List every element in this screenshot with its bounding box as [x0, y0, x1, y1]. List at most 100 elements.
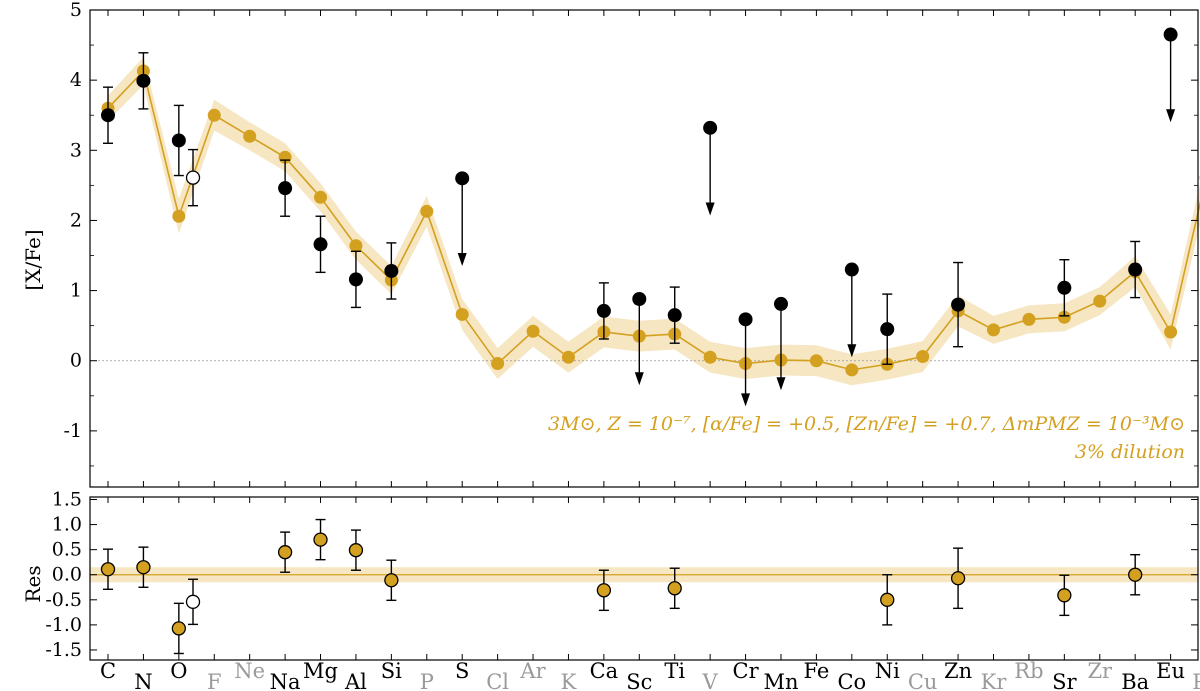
- element-label-ni: Ni: [875, 659, 900, 683]
- top-ytick-label-1: 1: [70, 280, 82, 302]
- model-point-ar: [526, 324, 540, 338]
- upper-limit-eu-point: [1163, 27, 1178, 42]
- residual-ba-point: [1128, 567, 1143, 582]
- model-point-zr: [1093, 294, 1107, 308]
- element-label-cu: Cu: [908, 670, 938, 691]
- bottom-ytick-label-0.0: 0.0: [52, 564, 82, 586]
- observed-n-point: [136, 73, 151, 88]
- residual-si-point: [384, 573, 399, 588]
- model-point-fe: [809, 354, 823, 368]
- model-point-co: [845, 363, 859, 377]
- bottom-ytick-label-1.0: 1.0: [52, 514, 82, 536]
- observed-ba-point: [1128, 262, 1143, 277]
- upper-limit-s-arrow-head: [457, 253, 467, 267]
- residual-al-point: [348, 543, 364, 558]
- element-label-rb: Rb: [1014, 659, 1043, 683]
- observed-ti-point: [667, 308, 682, 323]
- top-observations-group: [101, 27, 1178, 407]
- upper-limit-sc-point: [632, 292, 647, 307]
- element-label-ar: Ar: [519, 659, 546, 683]
- element-label-sr: Sr: [1052, 670, 1077, 691]
- upper-limit-cr-point: [738, 312, 753, 327]
- element-label-ti: Ti: [664, 659, 685, 683]
- top-ytick-label-4: 4: [70, 69, 82, 91]
- residual-o-point: [171, 621, 186, 636]
- model-point-rb: [1022, 312, 1036, 326]
- model-point-eu: [1164, 325, 1178, 339]
- residual-mg-point: [313, 532, 328, 547]
- upper-limit-v-arrow-head: [705, 202, 715, 216]
- observed-na-point: [278, 181, 293, 196]
- upper-limit-v-point: [703, 120, 718, 135]
- residual-na-point: [277, 545, 293, 560]
- observed-ni-point: [880, 322, 895, 337]
- bottom-panel-frame: [89, 496, 1199, 661]
- bottom-residual-band-group: [90, 567, 1198, 583]
- element-label-c: C: [100, 659, 116, 683]
- top-panel-frame: [89, 9, 1199, 488]
- element-label-p: P: [420, 670, 434, 691]
- element-label-f: F: [207, 670, 222, 691]
- upper-limit-mn-point: [773, 296, 788, 311]
- element-label-eu: Eu: [1156, 659, 1185, 683]
- upper-limit-sc-arrow-head: [634, 372, 644, 386]
- model-point-o: [172, 209, 186, 223]
- upper-limit-s-point: [455, 171, 470, 186]
- element-label-ca: Ca: [590, 659, 619, 683]
- observed-ca-point: [596, 303, 611, 318]
- bottom-ytick-label-0.5: 0.5: [52, 539, 82, 561]
- element-label-mg: Mg: [303, 659, 338, 683]
- model-point-s: [455, 307, 469, 321]
- model-point-f: [207, 108, 221, 122]
- residual-c-point: [100, 562, 116, 577]
- observed-sr-point: [1057, 280, 1072, 295]
- element-label-pb: Pb: [1192, 670, 1200, 691]
- element-label-co: Co: [837, 670, 866, 691]
- model-point-al: [349, 239, 363, 253]
- element-label-mn: Mn: [763, 670, 798, 691]
- model-point-sr: [1057, 310, 1071, 324]
- element-label-fe: Fe: [803, 659, 829, 683]
- residual-o-alt-point: [185, 594, 201, 609]
- residual-ni-point: [880, 592, 895, 607]
- observed-c-point: [101, 108, 115, 123]
- upper-limit-co-arrow-head: [847, 344, 857, 358]
- bottom-ytick-label-1.5: 1.5: [52, 489, 82, 511]
- element-label-si: Si: [381, 659, 402, 683]
- model-point-p: [420, 204, 434, 218]
- upper-limit-eu-arrow-head: [1166, 109, 1176, 123]
- residual-ca-point: [596, 583, 612, 598]
- model-point-cl: [491, 357, 505, 371]
- model-point-kr: [987, 323, 1000, 337]
- element-label-sc: Sc: [626, 670, 652, 691]
- element-label-o: O: [170, 659, 187, 683]
- element-label-cr: Cr: [733, 659, 760, 683]
- bottom-ytick-label--1.5: -1.5: [45, 639, 82, 661]
- top-ytick-label-0: 0: [70, 350, 82, 372]
- element-label-zr: Zr: [1087, 659, 1113, 683]
- bottom-frame-group: 1.5 1.0 0.5 0.0 -0.5 -1.0 -1.5: [45, 489, 1199, 661]
- top-y-axis-label: [X/Fe]: [21, 229, 45, 290]
- observed-o-point: [171, 133, 186, 148]
- element-label-v: V: [702, 670, 719, 691]
- observed-mg-point: [313, 237, 328, 252]
- top-ytick-label-5: 5: [70, 0, 82, 21]
- observed-o-alt-point: [185, 170, 201, 185]
- observed-zn-point: [951, 297, 966, 312]
- top-ytick-label-3: 3: [70, 139, 82, 161]
- element-label-s: S: [455, 659, 469, 683]
- observed-si-point: [384, 263, 399, 278]
- element-label-na: Na: [270, 670, 301, 691]
- model-point-v: [703, 350, 717, 364]
- residual-zn-point: [950, 571, 966, 586]
- top-ytick-label-2: 2: [70, 209, 82, 231]
- element-label-kr: Kr: [981, 670, 1008, 691]
- observed-al-point: [348, 272, 363, 287]
- bottom-y-axis-label: Res: [21, 565, 45, 602]
- element-label-cl: Cl: [486, 670, 509, 691]
- model-annotation-line2: 3% dilution: [1075, 441, 1185, 463]
- upper-limit-co-point: [844, 262, 859, 277]
- element-label-al: Al: [344, 670, 367, 691]
- bottom-ytick-label--0.5: -0.5: [45, 589, 82, 611]
- upper-limit-cr-arrow-head: [741, 393, 751, 407]
